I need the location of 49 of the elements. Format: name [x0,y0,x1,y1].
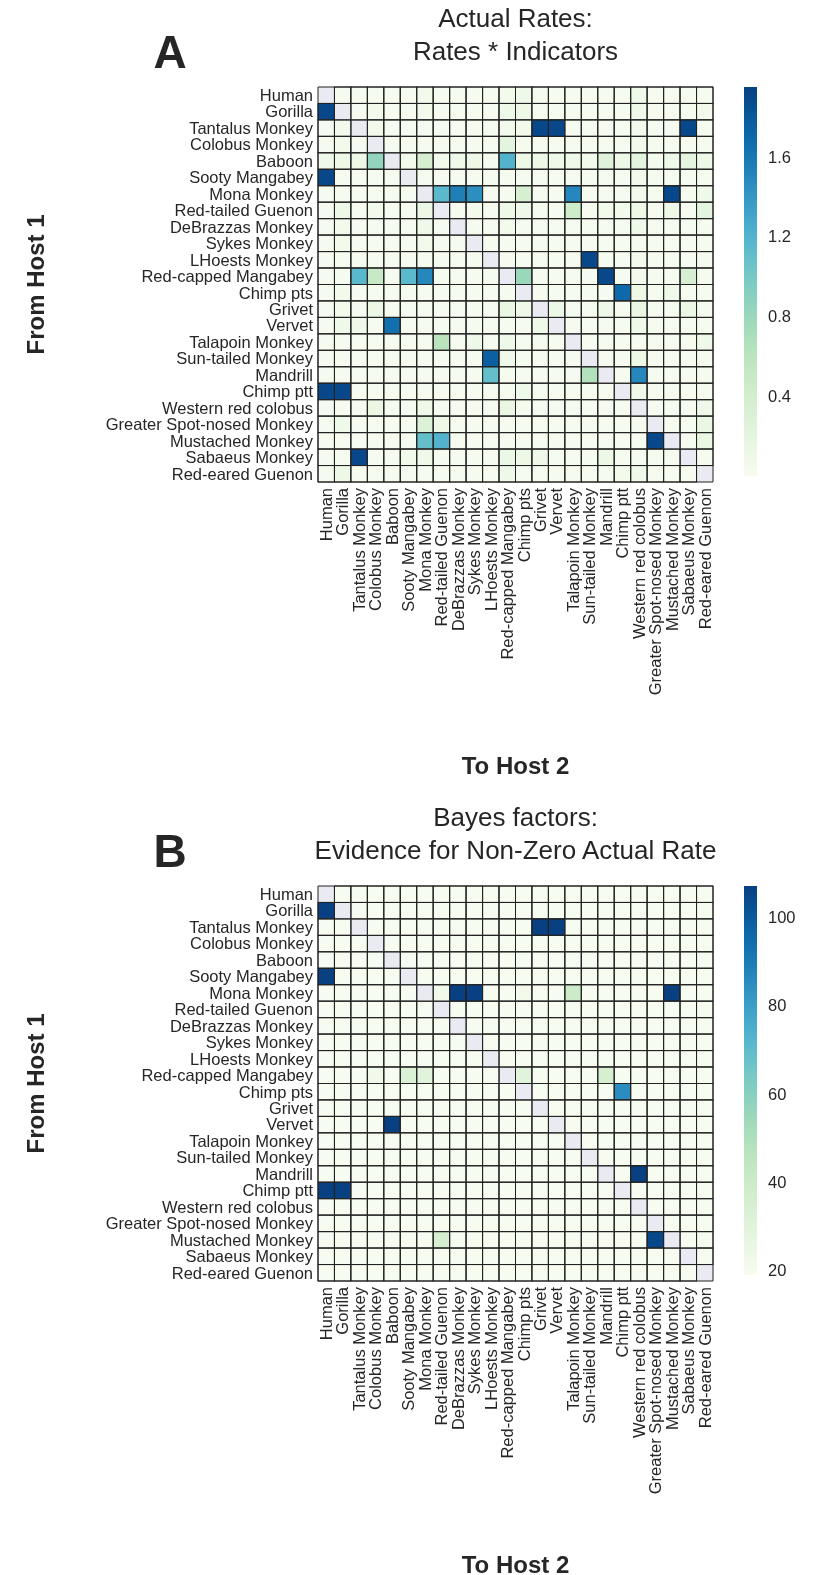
y-tick-label: Vervet [266,1115,314,1134]
text: B [153,825,187,877]
y-axis-title: From Host 1 [22,1013,49,1154]
y-tick-label: DeBrazzas Monkey [169,217,314,236]
x-tick-label: Talapoin Monkey [563,1286,582,1411]
y-tick-label: Gorilla [265,102,314,121]
x-axis-title: To Host 2 [461,752,570,779]
y-tick-label: Sooty Mangabey [189,967,314,986]
chart-title: Actual Rates: Rates * Indicators [412,3,619,66]
y-tick-label: Gorilla [265,901,314,920]
x-tick-label: Gorilla [333,487,352,536]
color-bar-label: 0.4 [768,386,791,405]
y-tick-label: Talapoin Monkey [189,1131,314,1150]
y-tick-label: Talapoin Monkey [189,332,314,351]
x-tick-label: Vervet [547,1286,566,1334]
color-bar-label: 1.6 [768,147,791,166]
x-tick-label: Sooty Mangabey [399,487,418,612]
color-bar-label: 40 [768,1172,787,1191]
y-tick-label: Greater Spot-nosed Monkey [105,1214,314,1233]
x-tick-label: DeBrazzas Monkey [448,487,467,632]
y-tick-label: Chimp ptt [242,1181,314,1200]
x-tick-label: Gorilla [333,1286,352,1335]
y-tick-label: DeBrazzas Monkey [169,1016,314,1035]
color-bar-label: 60 [768,1084,787,1103]
text: A [153,26,187,78]
y-tick-label: Chimp ptt [242,382,314,401]
y-axis-title: From Host 1 [22,214,49,355]
y-tick-label: Human [259,86,313,104]
x-tick-label: Greater Spot-nosed Monkey [646,1286,665,1495]
x-tick-label: Chimp ptt [613,1286,632,1358]
color-bar-label: 1.2 [768,227,791,246]
x-axis-title: To Host 2 [461,1551,570,1575]
x-tick-label: Sooty Mangabey [399,1286,418,1411]
color-bar-label: 20 [768,1261,787,1280]
y-tick-label: Tantalus Monkey [189,917,314,936]
y-tick-label: Greater Spot-nosed Monkey [105,415,314,434]
x-tick-label: Chimp ptt [613,487,632,559]
color-bar-label: 100 [768,907,796,926]
y-tick-label: Sooty Mangabey [189,168,314,187]
x-tick-label: Talapoin Monkey [563,487,582,612]
y-tick-label: Vervet [266,316,314,335]
x-tick-label: Vervet [547,487,566,535]
y-tick-label: Human [259,885,313,903]
color-bar-label: 0.8 [768,307,791,326]
color-bar-label: 80 [768,996,787,1015]
chart-title: Bayes factors: Evidence for Non-Zero Actual Rate [314,802,717,865]
y-tick-label: Tantalus Monkey [189,118,314,137]
x-tick-label: Greater Spot-nosed Monkey [646,487,665,696]
x-tick-label: DeBrazzas Monkey [448,1286,467,1431]
